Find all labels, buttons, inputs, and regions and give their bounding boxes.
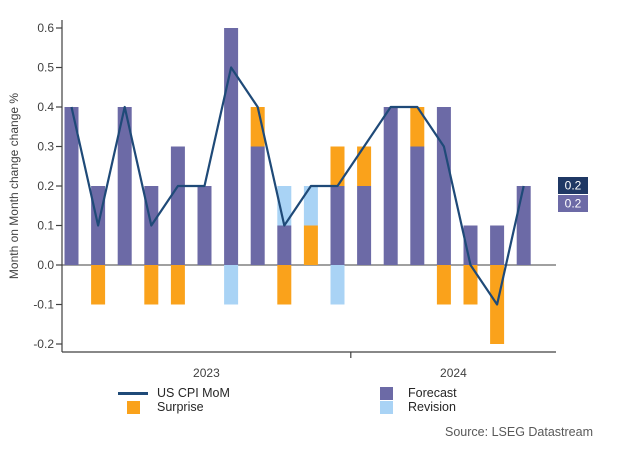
surprise-bar: [357, 146, 372, 186]
revision-bar: [330, 265, 345, 305]
y-tick-label: 0.0: [37, 258, 54, 272]
line-end-value: 0.2: [565, 179, 582, 193]
forecast-bar: [250, 146, 265, 265]
legend-item-revision: Revision: [380, 400, 457, 414]
surprise-bar: [91, 265, 106, 305]
surprise-bar: [250, 107, 265, 147]
forecast-bar: [197, 186, 212, 265]
legend-item-surprise: Surprise: [118, 400, 230, 414]
forecast-bar: [64, 107, 79, 265]
source-credit: Source: LSEG Datastream: [445, 425, 593, 439]
forecast-bar: [490, 225, 505, 265]
revision-bar: [277, 186, 292, 226]
y-tick-label: 0.4: [37, 100, 54, 114]
forecast-bar: [117, 107, 132, 265]
forecast-bar: [170, 146, 185, 265]
surprise-bar: [410, 107, 425, 147]
y-tick-label: 0.5: [37, 61, 54, 75]
surprise-bar: [303, 225, 318, 265]
forecast-bar: [436, 107, 451, 265]
legend-label: Revision: [408, 400, 456, 414]
legend-column-right: Forecast Revision: [380, 386, 457, 414]
legend-label: Surprise: [157, 400, 204, 414]
legend-item-us-cpi-mom: US CPI MoM: [118, 386, 230, 400]
forecast-end-value-box: [558, 195, 588, 212]
forecast-bar: [277, 225, 292, 265]
forecast-bar: [357, 186, 372, 265]
revision-bar: [224, 265, 239, 305]
surprise-bar: [463, 265, 478, 305]
legend-column-left: US CPI MoM Surprise: [118, 386, 230, 414]
y-tick-label: 0.2: [37, 179, 54, 193]
x-axis-year-label: 2024: [440, 366, 467, 380]
y-tick-label: 0.3: [37, 140, 54, 154]
surprise-bar: [277, 265, 292, 305]
legend-label: Forecast: [408, 386, 457, 400]
line-end-value-box: [558, 177, 588, 194]
forecast-swatch: [380, 386, 393, 400]
forecast-end-value: 0.2: [565, 197, 582, 211]
surprise-swatch: [126, 400, 140, 414]
surprise-bar: [170, 265, 185, 305]
forecast-bar: [410, 146, 425, 265]
us-cpi-mom-line: [70, 66, 525, 306]
forecast-bar: [330, 186, 345, 265]
legend-item-forecast: Forecast: [380, 386, 457, 400]
forecast-bar: [224, 28, 239, 265]
revision-bar: [303, 186, 318, 226]
y-tick-label: 0.1: [37, 219, 54, 233]
forecast-bar: [463, 225, 478, 265]
y-axis-title: Month on Month change change %: [7, 92, 21, 280]
legend-label: US CPI MoM: [157, 386, 230, 400]
surprise-bar: [436, 265, 451, 305]
x-axis-year-label: 2023: [193, 366, 220, 380]
surprise-bar: [330, 146, 345, 186]
forecast-bar: [516, 186, 531, 265]
revision-swatch: [380, 400, 393, 414]
y-tick-label: -0.2: [33, 337, 54, 351]
us-cpi-mom-line-swatch: [118, 391, 148, 395]
forecast-bar: [383, 107, 398, 265]
y-tick-label: -0.1: [33, 298, 54, 312]
surprise-bar: [144, 265, 159, 305]
y-tick-label: 0.6: [37, 21, 54, 35]
